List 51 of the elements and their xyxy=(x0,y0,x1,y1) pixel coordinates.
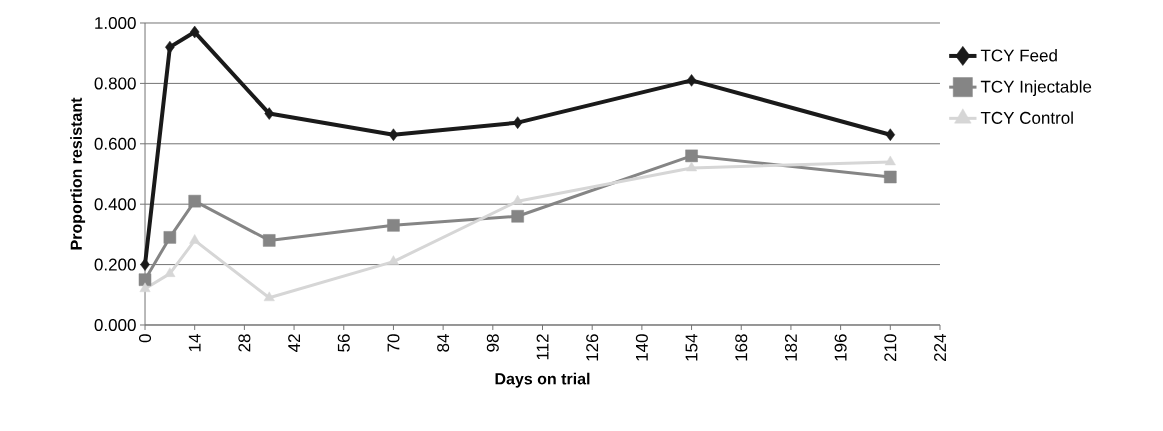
point xyxy=(139,282,151,292)
x-tick-label: 70 xyxy=(387,334,400,352)
point xyxy=(884,155,896,166)
x-tick-label: 154 xyxy=(685,334,698,361)
point xyxy=(388,128,399,141)
point xyxy=(686,161,698,172)
point xyxy=(163,231,177,244)
x-axis-title: Days on trial xyxy=(495,372,590,388)
point xyxy=(511,210,524,223)
x-tick-label: 210 xyxy=(884,334,897,362)
point xyxy=(188,194,201,208)
point xyxy=(264,107,274,120)
y-tick-label: 0.400 xyxy=(94,198,136,211)
x-tick-label: 196 xyxy=(834,334,847,361)
point xyxy=(885,128,896,141)
y-tick-label: 0.000 xyxy=(94,318,136,332)
point xyxy=(387,219,400,232)
y-tick-label: 1.000 xyxy=(95,16,136,30)
x-tick-label: 42 xyxy=(288,334,301,353)
x-tick-label: 168 xyxy=(735,334,748,361)
point xyxy=(138,273,152,286)
point xyxy=(189,25,200,39)
x-tick-label: 182 xyxy=(784,334,797,361)
legend-label: TCY Injectable xyxy=(980,80,1092,97)
y-tick-label: 0.200 xyxy=(94,258,136,271)
point xyxy=(165,40,175,54)
point xyxy=(262,234,276,247)
point xyxy=(263,291,275,302)
x-tick-label: 98 xyxy=(486,334,499,352)
x-tick-label: 126 xyxy=(586,334,599,361)
x-tick-label: 224 xyxy=(934,334,946,362)
point xyxy=(164,267,176,277)
x-tick-label: 14 xyxy=(188,334,201,352)
x-tick-label: 28 xyxy=(238,334,251,352)
point xyxy=(189,234,201,244)
x-tick-label: 0 xyxy=(138,334,152,343)
x-tick-label: 112 xyxy=(536,334,549,360)
x-tick-label: 140 xyxy=(635,334,648,361)
point xyxy=(140,258,150,271)
point xyxy=(685,149,698,163)
point xyxy=(884,170,897,184)
legend-label: TCY Feed xyxy=(980,49,1057,62)
point xyxy=(686,74,697,87)
y-tick-label: 0.800 xyxy=(94,77,136,90)
point xyxy=(512,194,524,205)
y-tick-label: 0.600 xyxy=(94,137,136,150)
point xyxy=(388,255,399,265)
legend-label: TCY Control xyxy=(980,111,1073,124)
y-axis-title: Proportion resistant xyxy=(70,97,86,250)
x-tick-label: 56 xyxy=(337,334,350,352)
x-tick-label: 84 xyxy=(437,334,450,352)
